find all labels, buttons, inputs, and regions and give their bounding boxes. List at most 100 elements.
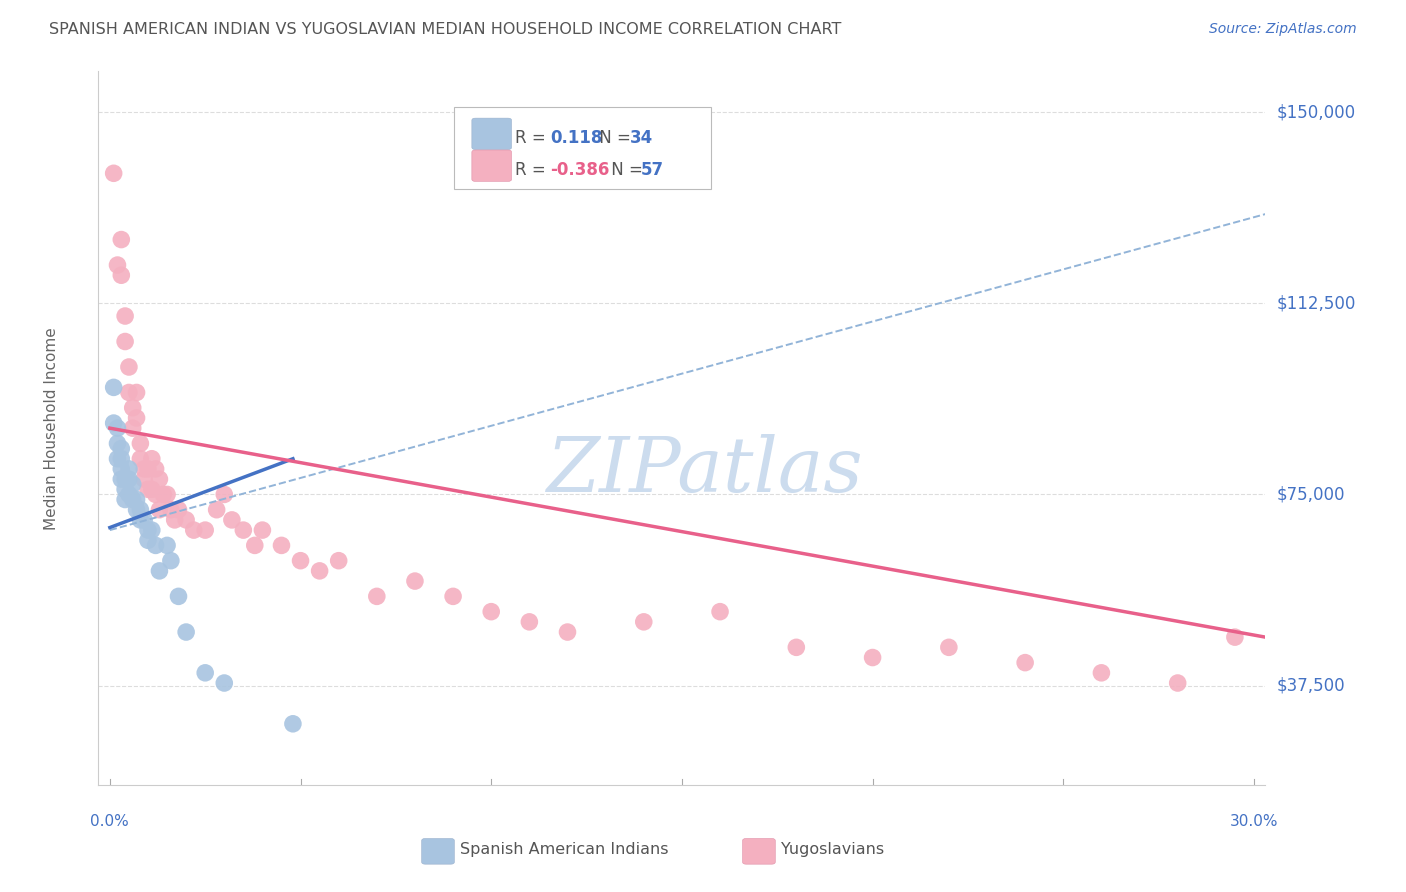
Text: 34: 34 bbox=[630, 129, 652, 147]
FancyBboxPatch shape bbox=[742, 838, 775, 864]
Point bbox=[221, 513, 243, 527]
Point bbox=[633, 615, 655, 629]
Point bbox=[110, 233, 132, 247]
Point bbox=[121, 401, 143, 415]
Text: 0.0%: 0.0% bbox=[90, 814, 129, 829]
Text: $75,000: $75,000 bbox=[1277, 485, 1346, 503]
Point bbox=[121, 477, 143, 491]
FancyBboxPatch shape bbox=[472, 118, 512, 150]
Point bbox=[148, 472, 170, 486]
Point bbox=[270, 538, 292, 552]
Point bbox=[114, 472, 136, 486]
Point bbox=[145, 487, 167, 501]
Point bbox=[110, 472, 132, 486]
Point bbox=[136, 533, 159, 548]
Text: 30.0%: 30.0% bbox=[1230, 814, 1278, 829]
Point bbox=[366, 590, 388, 604]
Point bbox=[110, 268, 132, 283]
Point bbox=[252, 523, 274, 537]
Point bbox=[938, 640, 960, 655]
Point bbox=[125, 492, 148, 507]
Point bbox=[167, 590, 190, 604]
Point bbox=[136, 483, 159, 497]
Text: $37,500: $37,500 bbox=[1277, 676, 1346, 695]
Point bbox=[125, 411, 148, 425]
Point bbox=[103, 166, 125, 180]
Point bbox=[1014, 656, 1036, 670]
Point bbox=[103, 416, 125, 430]
Point bbox=[519, 615, 541, 629]
Point bbox=[118, 385, 141, 400]
Point bbox=[163, 513, 186, 527]
Point bbox=[134, 472, 156, 486]
Point bbox=[103, 380, 125, 394]
FancyBboxPatch shape bbox=[422, 838, 454, 864]
Point bbox=[214, 676, 236, 690]
Point bbox=[134, 513, 156, 527]
Text: Median Household Income: Median Household Income bbox=[44, 326, 59, 530]
Point bbox=[114, 309, 136, 323]
Point bbox=[118, 487, 141, 501]
Point bbox=[308, 564, 330, 578]
Point bbox=[862, 650, 884, 665]
Point bbox=[107, 436, 129, 450]
Point bbox=[129, 513, 152, 527]
Point bbox=[114, 492, 136, 507]
Point bbox=[214, 487, 236, 501]
Text: SPANISH AMERICAN INDIAN VS YUGOSLAVIAN MEDIAN HOUSEHOLD INCOME CORRELATION CHART: SPANISH AMERICAN INDIAN VS YUGOSLAVIAN M… bbox=[49, 22, 842, 37]
Text: N =: N = bbox=[595, 129, 637, 147]
Point bbox=[145, 462, 167, 476]
Point bbox=[156, 487, 179, 501]
Point bbox=[174, 625, 197, 640]
Point bbox=[1223, 630, 1246, 644]
Point bbox=[243, 538, 266, 552]
Point bbox=[134, 462, 156, 476]
Point bbox=[121, 492, 143, 507]
Point bbox=[141, 523, 163, 537]
Point bbox=[160, 502, 183, 516]
Point bbox=[148, 564, 170, 578]
Point bbox=[107, 258, 129, 272]
Point bbox=[232, 523, 254, 537]
Point bbox=[160, 554, 183, 568]
Point bbox=[125, 502, 148, 516]
Text: N =: N = bbox=[606, 161, 648, 178]
Point bbox=[174, 513, 197, 527]
Point bbox=[107, 421, 129, 435]
Point bbox=[479, 605, 502, 619]
FancyBboxPatch shape bbox=[454, 107, 711, 189]
Text: ZIPatlas: ZIPatlas bbox=[547, 434, 863, 508]
Point bbox=[785, 640, 807, 655]
Point bbox=[114, 483, 136, 497]
Point bbox=[141, 483, 163, 497]
Point bbox=[281, 716, 304, 731]
Text: 0.118: 0.118 bbox=[550, 129, 602, 147]
Point bbox=[328, 554, 350, 568]
Text: -0.386: -0.386 bbox=[550, 161, 609, 178]
FancyBboxPatch shape bbox=[472, 150, 512, 181]
Point bbox=[136, 462, 159, 476]
Point bbox=[183, 523, 205, 537]
Text: Source: ZipAtlas.com: Source: ZipAtlas.com bbox=[1209, 22, 1357, 37]
Text: Yugoslavians: Yugoslavians bbox=[782, 842, 884, 856]
Text: 57: 57 bbox=[641, 161, 664, 178]
Point bbox=[404, 574, 426, 588]
Point bbox=[110, 451, 132, 466]
Point bbox=[1167, 676, 1189, 690]
Text: $112,500: $112,500 bbox=[1277, 294, 1355, 312]
Point bbox=[167, 502, 190, 516]
Point bbox=[156, 538, 179, 552]
Point bbox=[194, 665, 217, 680]
Point bbox=[136, 523, 159, 537]
Point bbox=[141, 451, 163, 466]
Point bbox=[129, 436, 152, 450]
Point bbox=[118, 462, 141, 476]
Point bbox=[557, 625, 579, 640]
Text: R =: R = bbox=[515, 129, 551, 147]
Point bbox=[110, 442, 132, 456]
Point bbox=[118, 472, 141, 486]
Text: R =: R = bbox=[515, 161, 551, 178]
Point bbox=[129, 502, 152, 516]
Point bbox=[125, 385, 148, 400]
Point bbox=[194, 523, 217, 537]
